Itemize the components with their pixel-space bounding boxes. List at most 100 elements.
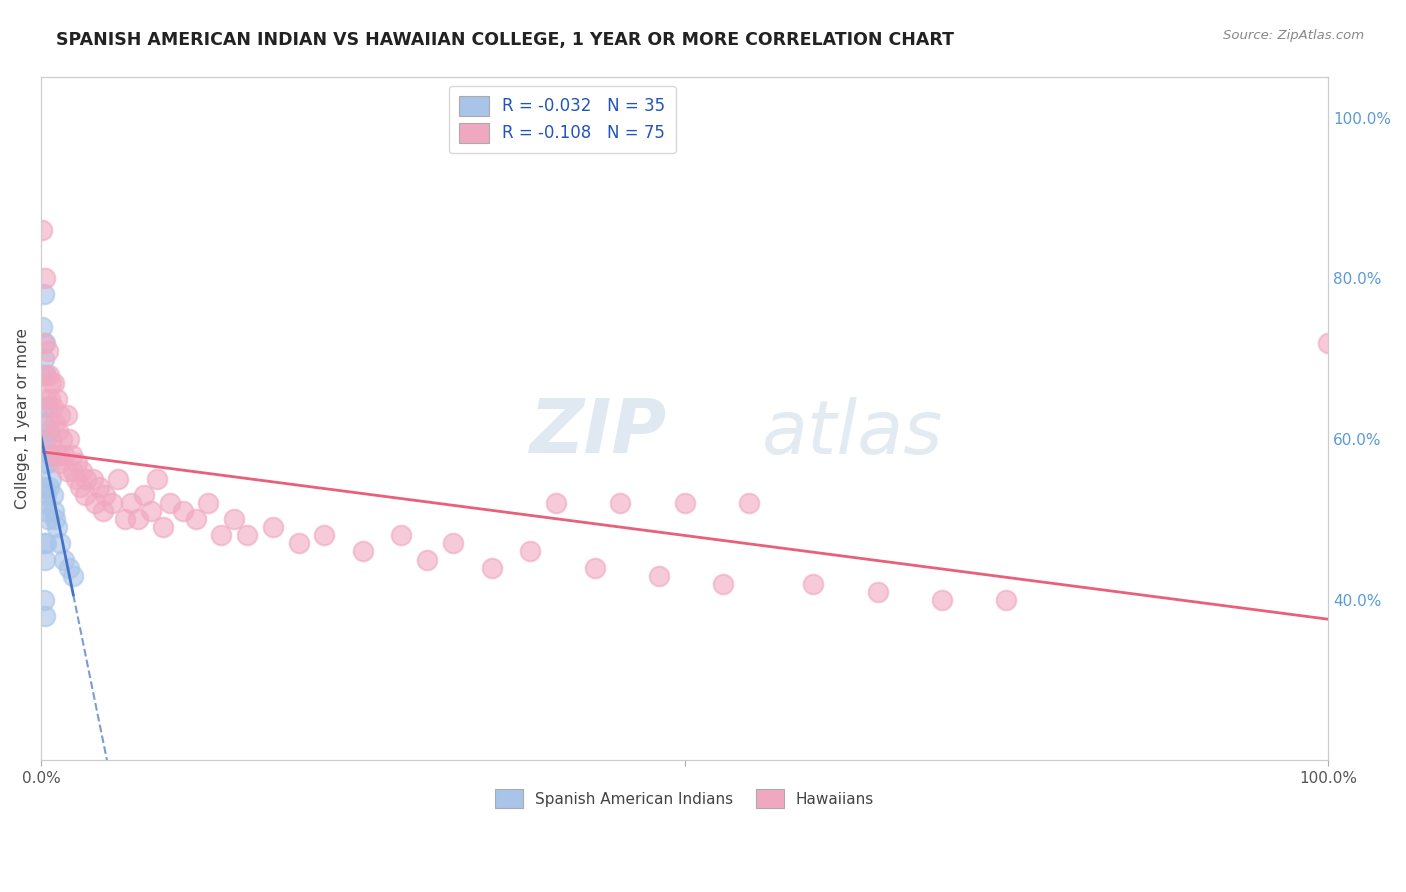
Point <box>75 472 97 486</box>
Point <box>46 424 69 438</box>
Point <box>49 408 72 422</box>
Point <box>91 504 114 518</box>
Point <box>34 271 56 285</box>
Point <box>34 504 56 518</box>
Point <box>583 560 606 574</box>
Point <box>38 424 60 438</box>
Point <box>114 512 136 526</box>
Point <box>42 448 65 462</box>
Point <box>53 448 76 462</box>
Point <box>31 319 53 334</box>
Point <box>262 520 284 534</box>
Point <box>42 504 65 518</box>
Point <box>32 416 55 430</box>
Point <box>31 496 53 510</box>
Point <box>197 496 219 510</box>
Text: SPANISH AMERICAN INDIAN VS HAWAIIAN COLLEGE, 1 YEAR OR MORE CORRELATION CHART: SPANISH AMERICAN INDIAN VS HAWAIIAN COLL… <box>56 31 955 49</box>
Point <box>32 351 55 366</box>
Point <box>159 496 181 510</box>
Point <box>94 488 117 502</box>
Point <box>37 456 59 470</box>
Point <box>31 432 53 446</box>
Point <box>107 472 129 486</box>
Point <box>101 496 124 510</box>
Point <box>35 432 58 446</box>
Point <box>352 544 374 558</box>
Point <box>56 408 79 422</box>
Point <box>42 376 65 390</box>
Point <box>35 488 58 502</box>
Point <box>49 456 72 470</box>
Point <box>32 480 55 494</box>
Legend: Spanish American Indians, Hawaiians: Spanish American Indians, Hawaiians <box>489 783 880 814</box>
Point <box>49 536 72 550</box>
Point <box>41 472 63 486</box>
Point <box>31 223 53 237</box>
Point <box>34 552 56 566</box>
Point <box>35 392 58 406</box>
Point <box>34 335 56 350</box>
Point <box>58 432 80 446</box>
Point <box>209 528 232 542</box>
Point <box>41 488 63 502</box>
Y-axis label: College, 1 year or more: College, 1 year or more <box>15 328 30 509</box>
Point <box>58 560 80 574</box>
Point <box>995 592 1018 607</box>
Point <box>34 368 56 382</box>
Point <box>56 464 79 478</box>
Point <box>37 400 59 414</box>
Point <box>37 343 59 358</box>
Point <box>65 472 87 486</box>
Point <box>236 528 259 542</box>
Point <box>34 608 56 623</box>
Point <box>41 376 63 390</box>
Point <box>519 544 541 558</box>
Point <box>39 392 62 406</box>
Point <box>32 536 55 550</box>
Point <box>801 576 824 591</box>
Point <box>314 528 336 542</box>
Point <box>127 512 149 526</box>
Point <box>39 448 62 462</box>
Point <box>391 528 413 542</box>
Text: atlas: atlas <box>762 397 943 468</box>
Point <box>44 512 66 526</box>
Point <box>32 335 55 350</box>
Point <box>38 480 60 494</box>
Point <box>51 432 73 446</box>
Point <box>172 504 194 518</box>
Point <box>44 416 66 430</box>
Point <box>66 456 89 470</box>
Point <box>866 584 889 599</box>
Point <box>41 400 63 414</box>
Point <box>73 488 96 502</box>
Point <box>84 496 107 510</box>
Point <box>48 448 70 462</box>
Point <box>62 464 84 478</box>
Point <box>1317 335 1340 350</box>
Point <box>648 568 671 582</box>
Point <box>82 472 104 486</box>
Point <box>34 400 56 414</box>
Point <box>35 536 58 550</box>
Point <box>87 480 110 494</box>
Point <box>62 568 84 582</box>
Point <box>32 592 55 607</box>
Point <box>673 496 696 510</box>
Point <box>711 576 734 591</box>
Point <box>609 496 631 510</box>
Text: Source: ZipAtlas.com: Source: ZipAtlas.com <box>1223 29 1364 42</box>
Point <box>132 488 155 502</box>
Point <box>72 464 94 478</box>
Point <box>38 368 60 382</box>
Text: ZIP: ZIP <box>530 396 668 469</box>
Point <box>53 552 76 566</box>
Point <box>32 287 55 301</box>
Point <box>60 448 83 462</box>
Point <box>287 536 309 550</box>
Point <box>441 536 464 550</box>
Point <box>41 432 63 446</box>
Point <box>152 520 174 534</box>
Point <box>224 512 246 526</box>
Point <box>37 512 59 526</box>
